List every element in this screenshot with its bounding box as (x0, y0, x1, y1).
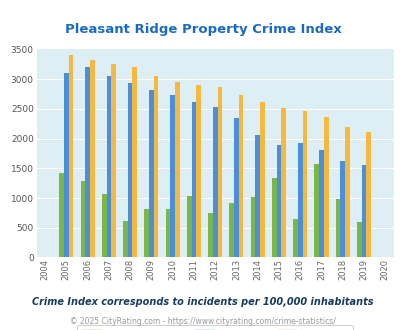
Bar (255, 135, 260, 257)
Text: Crime Index corresponds to incidents per 100,000 inhabitants: Crime Index corresponds to incidents per… (32, 297, 373, 307)
Bar (335, 199, 340, 257)
Bar (186, 196, 191, 257)
Bar (212, 107, 217, 257)
Bar (153, 76, 158, 257)
Bar (90, 60, 94, 257)
Bar (170, 95, 175, 257)
Bar (361, 165, 365, 257)
Bar (318, 150, 323, 257)
Bar (128, 83, 132, 257)
Bar (111, 64, 115, 257)
Bar (149, 90, 153, 257)
Bar (365, 132, 370, 257)
Legend: Pleasant Ridge, Michigan, National: Pleasant Ridge, Michigan, National (77, 325, 352, 330)
Bar (234, 118, 238, 257)
Bar (123, 221, 128, 257)
Bar (59, 173, 64, 257)
Bar (314, 164, 318, 257)
Text: Pleasant Ridge Property Crime Index: Pleasant Ridge Property Crime Index (64, 23, 341, 36)
Bar (68, 55, 73, 257)
Bar (281, 108, 285, 257)
Bar (302, 111, 307, 257)
Bar (144, 209, 149, 257)
Bar (250, 197, 255, 257)
Bar (64, 73, 68, 257)
Bar (340, 161, 344, 257)
Bar (276, 145, 281, 257)
Bar (191, 102, 196, 257)
Bar (297, 143, 302, 257)
Bar (356, 222, 361, 257)
Text: © 2025 CityRating.com - https://www.cityrating.com/crime-statistics/: © 2025 CityRating.com - https://www.city… (70, 317, 335, 326)
Bar (238, 95, 243, 257)
Bar (323, 116, 328, 257)
Bar (80, 181, 85, 257)
Bar (217, 87, 222, 257)
Bar (196, 85, 200, 257)
Bar (102, 194, 106, 257)
Bar (344, 127, 349, 257)
Bar (229, 203, 234, 257)
Bar (292, 219, 297, 257)
Bar (106, 76, 111, 257)
Bar (165, 209, 170, 257)
Bar (85, 67, 90, 257)
Bar (132, 67, 137, 257)
Bar (271, 179, 276, 257)
Bar (175, 82, 179, 257)
Bar (208, 213, 212, 257)
Bar (260, 102, 264, 257)
